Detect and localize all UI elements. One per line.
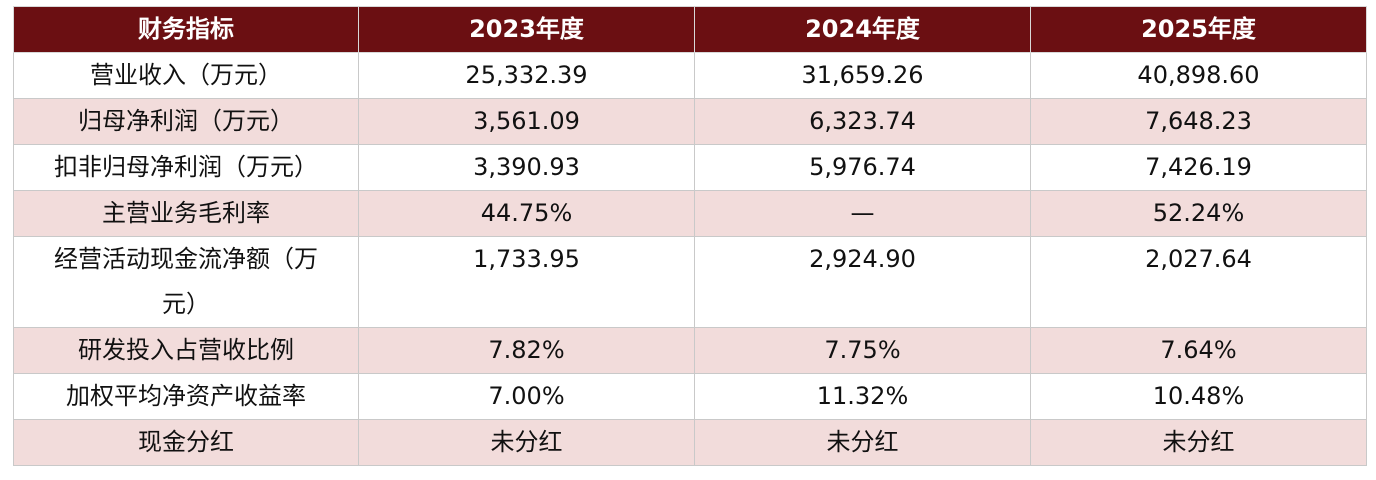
cell: 52.24% [1030,190,1367,237]
cell: 1,733.95 [358,236,695,328]
table-row: 扣非归母净利润（万元） 3,390.93 5,976.74 7,426.19 [13,144,1367,191]
cell: 3,390.93 [358,144,695,191]
table-row: 现金分红 未分红 未分红 未分红 [13,419,1367,466]
cell: 7.75% [694,327,1031,374]
cell: 31,659.26 [694,52,1031,99]
cell: 40,898.60 [1030,52,1367,99]
table-row: 经营活动现金流净额（万元） 1,733.95 2,924.90 2,027.64 [13,236,1367,328]
header-cell: 2024年度 [694,6,1031,53]
cell: 未分红 [1030,419,1367,466]
cell: 未分红 [358,419,695,466]
table-body: 营业收入（万元） 25,332.39 31,659.26 40,898.60 归母净利润… [13,52,1367,466]
cell: 3,561.09 [358,98,695,145]
cell: 7.00% [358,373,695,420]
row-label: 现金分红 [13,419,359,466]
cell: 未分红 [694,419,1031,466]
row-label: 加权平均净资产收益率 [13,373,359,420]
row-label: 主营业务毛利率 [13,190,359,237]
row-label: 研发投入占营收比例 [13,327,359,374]
cell: 7,648.23 [1030,98,1367,145]
cell: 5,976.74 [694,144,1031,191]
header-cell: 2025年度 [1030,6,1367,53]
cell: 2,924.90 [694,236,1031,328]
row-label: 经营活动现金流净额（万元） [13,236,359,328]
header-cell: 财务指标 [13,6,359,53]
cell: 44.75% [358,190,695,237]
row-label: 归母净利润（万元） [13,98,359,145]
cell: 2,027.64 [1030,236,1367,328]
row-label: 扣非归母净利润（万元） [13,144,359,191]
cell: 11.32% [694,373,1031,420]
cell: 7.82% [358,327,695,374]
cell: 10.48% [1030,373,1367,420]
cell: — [694,190,1031,237]
table-row: 归母净利润（万元） 3,561.09 6,323.74 7,648.23 [13,98,1367,145]
cell: 7,426.19 [1030,144,1367,191]
cell: 6,323.74 [694,98,1031,145]
cell: 7.64% [1030,327,1367,374]
table-row: 营业收入（万元） 25,332.39 31,659.26 40,898.60 [13,52,1367,99]
financial-table: 财务指标 2023年度 2024年度 2025年度 营业收入（万元） 25,332.39… [13,6,1367,466]
header-cell: 2023年度 [358,6,695,53]
table-row: 加权平均净资产收益率 7.00% 11.32% 10.48% [13,373,1367,420]
cell: 25,332.39 [358,52,695,99]
table-row: 研发投入占营收比例 7.82% 7.75% 7.64% [13,327,1367,374]
table-row: 主营业务毛利率 44.75% —52.24% [13,190,1367,237]
header-row: 财务指标 2023年度 2024年度 2025年度 [13,6,1367,53]
row-label: 营业收入（万元） [13,52,359,99]
